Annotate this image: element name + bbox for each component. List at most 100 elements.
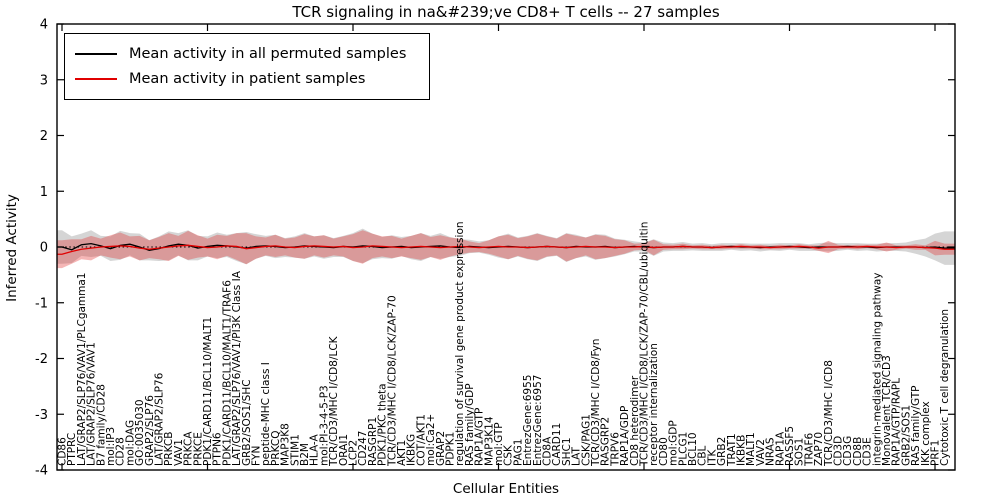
x-category-label: PRKCE (192, 432, 204, 466)
x-category-label: Cytotoxic T cell degranulation (939, 309, 951, 466)
x-category-label: LAT (571, 447, 583, 466)
x-category-label: mol:Ca2+ (425, 414, 437, 466)
x-category-label: GRAP2 (435, 431, 447, 466)
x-category-label: PAG1 (512, 439, 524, 466)
y-tick-label: 4 (40, 18, 48, 33)
x-category-label: PDK1/PKC theta (377, 383, 389, 466)
x-category-label: mol:GTP (493, 422, 505, 466)
x-category-label: RAS family/GTP (910, 385, 922, 466)
permuted-line-swatch (75, 52, 117, 55)
x-category-label: IKBKG (406, 434, 418, 466)
x-category-label: GRB2/SOS1/SHC (241, 379, 253, 466)
x-category-label: NRAS (765, 437, 777, 466)
x-category-label: EntrezGene:6955 (522, 375, 534, 466)
y-tick-label: 1 (40, 185, 48, 200)
x-category-label: RAS family/GDP (464, 383, 476, 466)
x-category-label: MALT1 (745, 432, 757, 466)
y-tick-label: -4 (35, 464, 48, 479)
x-category-label: PDPK1 (445, 432, 457, 466)
x-category-label: PDK1/CARD11/BCL10/MALT1/TRAF6 (221, 280, 233, 466)
x-category-label: CD3E (862, 437, 874, 466)
x-category-label: mol:GDP (668, 420, 680, 466)
x-category-label: TCR/CD3/MHC I/CD8/LCK (328, 335, 340, 467)
x-category-label: IKBKB (736, 435, 748, 466)
y-tick-label: 2 (40, 129, 48, 144)
x-category-label: PRKCQ (270, 430, 282, 466)
x-category-label: ITK (706, 448, 718, 466)
legend-label-permuted: Mean activity in all permuted samples (129, 45, 407, 62)
x-category-label: RAP1A/GDP (619, 406, 631, 466)
legend-item-permuted: Mean activity in all permuted samples (75, 41, 419, 66)
y-tick-label: -1 (35, 296, 48, 311)
x-category-label: SHC1 (561, 437, 573, 466)
x-category-label: RASGRP1 (367, 417, 379, 466)
x-category-label: CD247 (357, 431, 369, 466)
x-category-label: TCR/CD3/MHC I/CD8/Fyn (590, 339, 602, 467)
patient-mean-line (57, 244, 955, 255)
x-category-label: PTPN6 (212, 432, 224, 466)
x-category-label: ZAP70 (813, 432, 825, 466)
y-tick-label: 0 (40, 241, 48, 256)
x-category-label: CD28 (115, 437, 127, 466)
x-category-label: TCR/CD3/MHC I/CD8/LCK/ZAP-70/CBL/ubiquit… (639, 222, 651, 467)
x-category-label: CD8 heterodimer (629, 375, 641, 466)
x-category-label: AKT1 (396, 440, 408, 466)
x-category-label: STIM1 (289, 434, 301, 466)
x-category-label: EntrezGene:6957 (532, 375, 544, 466)
x-category-label: TRPV6 (609, 432, 621, 467)
legend-item-patient: Mean activity in patient samples (75, 66, 419, 91)
x-category-label: RASGRP2 (600, 417, 612, 466)
x-category-label: IKK complex (920, 401, 932, 466)
x-category-label: MAP3K14 (483, 416, 495, 466)
x-category-label: mol:DAG (124, 420, 136, 466)
x-category-label: PRF1 (930, 440, 942, 466)
x-category-label: LAT/GRAP2/SLP76/VAV1/PI3K Class IA (231, 270, 243, 466)
x-category-label: CD8A (542, 436, 554, 466)
x-category-label: CD86 (57, 437, 69, 466)
x-category-label: CD80 (658, 437, 670, 466)
x-category-label: CBL (697, 445, 709, 466)
x-category-label: VAV2 (755, 439, 767, 466)
x-category-label: B2M (299, 443, 311, 466)
y-tick-label: 3 (40, 73, 48, 88)
x-category-label: BCL10 (687, 432, 699, 466)
x-category-label: GRB2/SOS1 (900, 405, 912, 466)
x-category-label: mol:IP3 (105, 427, 117, 466)
x-category-label: PLCG1 (677, 432, 689, 466)
legend: Mean activity in all permuted samples Me… (64, 33, 430, 100)
x-category-label: LCP2 (348, 440, 360, 466)
x-category-label: RAP1A/GTP/RAPL (891, 378, 903, 466)
x-category-label: VAV1 (173, 439, 185, 466)
x-category-label: CSK/PAG1 (580, 414, 592, 466)
x-category-label: CD3G (842, 436, 854, 466)
x-category-label: mol:PI-3-4-5-P3 (318, 385, 330, 466)
x-category-label: B7 family/CD28 (95, 384, 107, 466)
x-category-label: RAP1A/GTP (474, 408, 486, 466)
x-category-label: COT/AKT1 (415, 414, 427, 466)
x-category-label: GRAP2/SLP76 (144, 395, 156, 466)
x-category-label: PTPRC (66, 433, 78, 466)
x-category-label: HLA-A (309, 434, 321, 466)
axes-frame (56, 23, 956, 471)
x-category-label: PDK1/CARD11/BCL10/MALT1 (202, 317, 214, 466)
x-category-label: RASSF5 (784, 426, 796, 466)
x-category-label: RAP1A (774, 431, 786, 466)
x-category-label: CSK (503, 444, 515, 466)
x-category-label: GRB2 (716, 437, 728, 466)
x-category-label: TRAF6 (803, 432, 815, 467)
x-category-label: PRKCA (183, 431, 195, 466)
patient-line-swatch (75, 77, 117, 80)
patient-std-band (57, 230, 955, 269)
x-category-label: FYN (251, 446, 263, 466)
chart-title: TCR signaling in na&#239;ve CD8+ T cells… (292, 3, 720, 21)
x-category-label: SOS1 (794, 438, 806, 466)
y-tick-label: -2 (35, 352, 48, 367)
x-category-label: CARD11 (551, 423, 563, 466)
x-category-label: integrin-mediated signaling pathway (871, 272, 883, 466)
x-category-label: LAT/GRAP2/SLP76 (154, 372, 166, 466)
x-category-label: CD3D (833, 436, 845, 466)
x-category-label: MAP3K8 (280, 423, 292, 466)
x-category-label: TCR/CD3/MHC I/CD8 (823, 360, 835, 467)
x-category-label: Monovalent TCR/CD3 (881, 355, 893, 466)
